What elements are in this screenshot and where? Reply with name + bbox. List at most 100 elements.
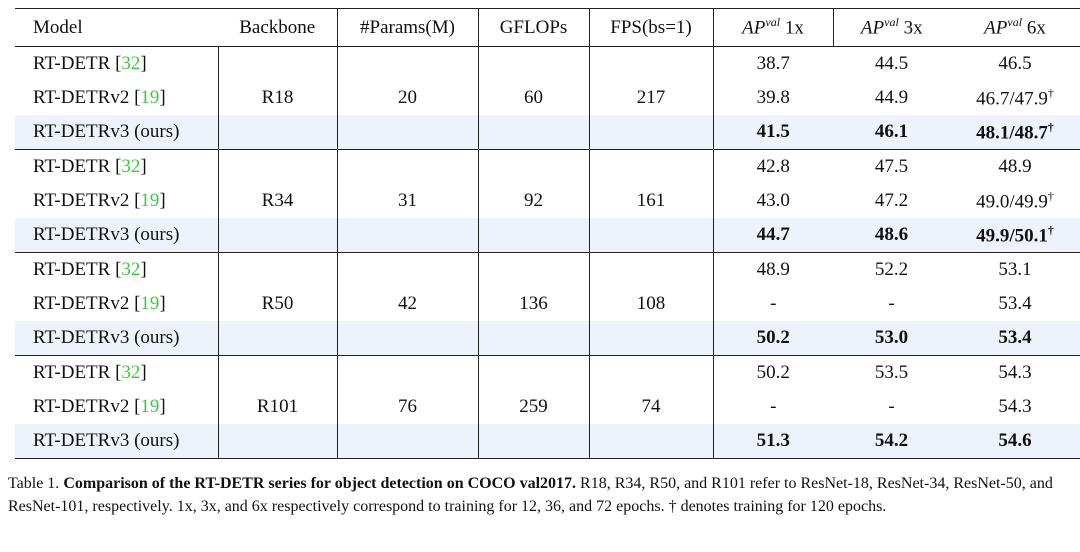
cite-close: ] — [159, 396, 166, 417]
model-name: RT-DETR — [33, 259, 111, 280]
ap-cell: 46.1 — [833, 115, 950, 150]
ap-value: 48.1/48.7 — [976, 122, 1048, 144]
backbone-cell — [218, 321, 338, 356]
gflops-cell: 259 — [478, 390, 590, 424]
ap-cell: - — [770, 293, 777, 314]
model-name: RT-DETR — [33, 362, 111, 383]
table-row: RT-DETRv2 [19] R50 42 136 108- -53.4 — [15, 287, 1080, 321]
header-cell: Backbone — [218, 8, 338, 47]
dagger: † — [1047, 85, 1054, 100]
dagger: † — [1047, 119, 1054, 134]
ap-value: 49.0/49.9 — [976, 191, 1048, 213]
cite-open: [ — [134, 87, 141, 108]
header-sup: val — [765, 15, 781, 30]
caption-bold: Comparison of the RT-DETR series for obj… — [63, 475, 577, 492]
ap-cell: - — [770, 396, 777, 417]
params-cell — [337, 149, 479, 184]
header-cell: APval 1x — [713, 8, 834, 47]
ap-value: 53.1 — [998, 259, 1032, 280]
header-suffix: 3x — [903, 17, 923, 39]
model-name: RT-DETRv2 — [33, 190, 130, 211]
fps-cell — [589, 355, 714, 390]
backbone-cell: R50 — [218, 287, 338, 321]
ap-cell: 49.9/50.1† — [950, 218, 1080, 253]
cite-open: [ — [115, 53, 122, 74]
cite-open: [ — [134, 396, 141, 417]
ap-value: 54.3 — [998, 362, 1032, 383]
params-cell: 20 — [337, 81, 479, 115]
gflops-cell — [478, 218, 590, 253]
ap-cell: - — [888, 396, 895, 417]
ap-cell: 39.8 — [756, 87, 790, 108]
ap-cell: 42.8 — [756, 156, 790, 177]
backbone-cell — [218, 252, 338, 287]
cite-number: 32 — [121, 53, 141, 74]
table-row: RT-DETRv3 (ours) 51.3 54.2 54.6 — [15, 424, 1080, 459]
model-name: RT-DETRv3 (ours) — [33, 430, 180, 451]
model-cell: RT-DETR [32] — [15, 149, 219, 184]
model-cell: RT-DETRv3 (ours) — [15, 321, 219, 356]
model-name: RT-DETRv3 (ours) — [33, 224, 180, 245]
fps-cell: 161 — [589, 184, 714, 218]
fps-cell — [589, 424, 714, 459]
cite-close: ] — [140, 156, 147, 177]
gflops-cell — [478, 321, 590, 356]
cite-number: 19 — [140, 190, 160, 211]
gflops-cell — [478, 355, 590, 390]
table-row: RT-DETR [32] 50.2 53.5 54.3 — [15, 355, 1080, 391]
backbone-cell: R101 — [218, 390, 338, 424]
header-cell: #Params(M) — [337, 8, 479, 47]
ap-value: 54.6 — [998, 430, 1032, 451]
gflops-cell — [478, 252, 590, 287]
table-row: RT-DETRv2 [19] R101 76 259 74- -54.3 — [15, 390, 1080, 424]
ap-value: 49.9/50.1 — [976, 225, 1048, 247]
header-suffix: 1x — [784, 17, 804, 39]
backbone-cell — [218, 149, 338, 184]
fps-cell — [589, 218, 714, 253]
ap-cell: 53.4 — [950, 287, 1080, 321]
ap-value: 53.4 — [998, 327, 1032, 348]
backbone-cell: R18 — [218, 81, 338, 115]
model-name: RT-DETR — [33, 53, 111, 74]
fps-cell — [589, 321, 714, 356]
ap-cell: 53.5 — [874, 362, 909, 383]
table-row: RT-DETRv3 (ours) 50.2 53.0 53.4 — [15, 321, 1080, 356]
ap-value: 46.7/47.9 — [976, 88, 1048, 110]
cite-close: ] — [140, 53, 147, 74]
backbone-cell — [218, 46, 338, 81]
params-cell — [337, 46, 479, 81]
ap-cell: 48.6 — [833, 218, 950, 253]
ap-cell: 48.9 — [950, 150, 1080, 185]
header-ap: AP — [742, 17, 766, 39]
ap-cell: 49.0/49.9† — [950, 184, 1080, 218]
params-cell — [337, 424, 479, 459]
cite-close: ] — [159, 293, 166, 314]
ap-value: 46.5 — [998, 53, 1032, 74]
table-row: RT-DETR [32] 48.9 52.2 53.1 — [15, 252, 1080, 287]
table-row: RT-DETRv2 [19] R18 20 60 217 39.8 44.9 46.7/47.… — [15, 81, 1080, 115]
model-cell: RT-DETRv2 [19] — [15, 184, 219, 218]
ap-cell: 54.3 — [950, 390, 1080, 424]
ap-cell: 54.3 — [950, 356, 1080, 391]
ap-value: 54.3 — [998, 396, 1032, 417]
ap-cell: 46.7/47.9† — [950, 81, 1080, 115]
cite-number: 19 — [140, 87, 160, 108]
params-cell — [337, 252, 479, 287]
backbone-cell — [218, 115, 338, 150]
model-name: RT-DETRv3 (ours) — [33, 121, 180, 142]
gflops-cell — [478, 149, 590, 184]
results-table: Model Backbone #Params(M) GFLOPs FPS(bs=1) AP… — [15, 8, 1080, 459]
params-cell: 76 — [337, 390, 479, 424]
caption-text: R18, R34, R50, and R101 refer to ResNet-… — [8, 475, 1053, 515]
header-cell: GFLOPs — [478, 8, 590, 47]
cite-open: [ — [134, 190, 141, 211]
table-row: RT-DETRv3 (ours) 44.7 48.6 49.9/50.1† — [15, 218, 1080, 253]
model-cell: RT-DETR [32] — [15, 46, 219, 81]
params-cell — [337, 218, 479, 253]
header-ap: AP — [860, 17, 885, 39]
table-body: RT-DETR [32] 38.7 44.5 46.5 RT-DETRv2 [19] R1… — [15, 46, 1080, 459]
header-row: Model Backbone #Params(M) GFLOPs FPS(bs=1) AP… — [15, 8, 1080, 47]
ap-cell: 50.2 — [756, 362, 790, 383]
fps-cell — [589, 252, 714, 287]
